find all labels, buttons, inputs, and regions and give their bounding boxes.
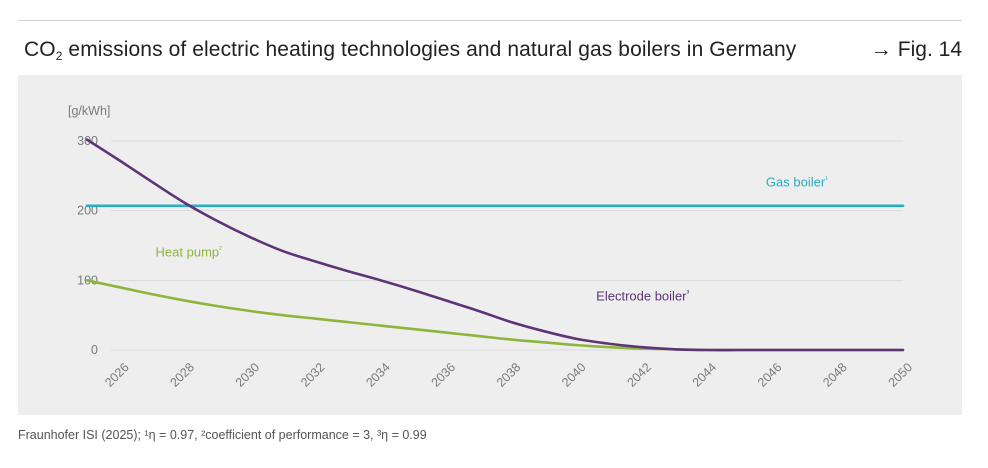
series-line-electrode-boiler [85,138,905,352]
y-tick-label: 0 [91,343,98,357]
title-suffix: emissions of electric heating technologi… [62,37,797,61]
source-note: Fraunhofer ISI (2025); ¹η = 0.97, ²coeff… [18,428,427,442]
x-tick-label: 2032 [298,360,328,390]
chart-title: CO2 emissions of electric heating techno… [24,38,796,63]
figure-reference[interactable]: → Fig. 14 [871,38,962,62]
x-tick-label: 2044 [690,360,720,390]
x-tick-label: 2046 [755,360,785,390]
x-tick-label: 2040 [559,360,589,390]
figure-reference-label: Fig. 14 [897,38,962,61]
top-divider [18,20,962,21]
series-label-gas-boiler: Gas boiler¹ [766,174,828,189]
y-axis-unit-label: [g/kWh] [68,104,110,118]
x-tick-label: 2028 [167,360,197,390]
x-tick-label: 2036 [429,360,459,390]
x-tick-label: 2026 [102,360,132,390]
arrow-right-icon: → [870,38,892,61]
series-label-heat-pump: Heat pump² [156,245,223,260]
x-tick-label: 2050 [886,360,916,390]
x-tick-label: 2048 [820,360,850,390]
series-label-text: Electrode boiler [596,289,687,304]
series-label-text: Heat pump [156,245,220,260]
title-prefix: CO [24,37,56,61]
x-tick-label: 2030 [233,360,263,390]
series-label-superscript: ³ [687,289,690,298]
title-subscript: 2 [55,48,63,63]
series-label-superscript: ¹ [825,174,828,183]
series-label-text: Gas boiler [766,174,826,189]
series-line-heat-pump [85,279,905,352]
y-tick-label: 200 [77,204,98,218]
chart-panel: 0 100 200 300 [g/kWh] 2026 2028 2030 2032 2034 203… [18,75,962,415]
series-label-superscript: ² [219,245,222,254]
x-tick-label: 2042 [624,360,654,390]
x-tick-label: 2038 [494,360,524,390]
figure-header: CO2 emissions of electric heating techno… [24,30,962,70]
x-tick-label: 2034 [363,360,393,390]
series-label-electrode-boiler: Electrode boiler³ [596,289,689,304]
